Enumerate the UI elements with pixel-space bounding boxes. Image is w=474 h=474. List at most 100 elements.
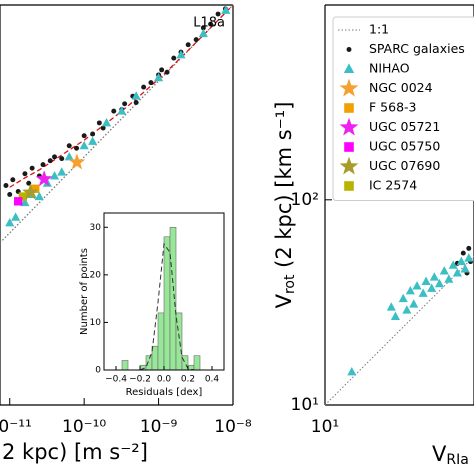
point bbox=[31, 184, 40, 193]
legend-marker bbox=[344, 103, 354, 113]
legend-label: NIHAO bbox=[369, 61, 410, 76]
point bbox=[22, 183, 39, 200]
point bbox=[154, 72, 164, 82]
point bbox=[49, 171, 60, 180]
point bbox=[5, 218, 15, 227]
x-axis-label: Residuals [dex] bbox=[126, 387, 203, 398]
point bbox=[412, 281, 422, 290]
point bbox=[200, 25, 206, 31]
point bbox=[3, 183, 9, 188]
bar bbox=[163, 236, 171, 371]
point bbox=[402, 305, 412, 314]
point bbox=[176, 50, 186, 59]
point bbox=[193, 37, 199, 43]
point bbox=[10, 177, 16, 183]
point bbox=[26, 180, 32, 186]
point bbox=[439, 266, 449, 275]
bar bbox=[193, 355, 201, 371]
point bbox=[171, 55, 177, 61]
x-tick-label: 10¹ bbox=[311, 417, 339, 437]
line bbox=[139, 242, 195, 371]
y-axis-label-rest: (2 kpc) [km s⁻¹] bbox=[272, 102, 296, 275]
point bbox=[22, 171, 28, 177]
point bbox=[79, 140, 89, 150]
point bbox=[131, 91, 141, 100]
point bbox=[90, 131, 96, 137]
legend-marker bbox=[344, 181, 354, 191]
point bbox=[456, 256, 466, 266]
y-tick-label: 0 bbox=[95, 366, 101, 376]
point bbox=[185, 42, 191, 48]
point bbox=[198, 28, 208, 38]
legend-label: 1:1 bbox=[369, 22, 389, 37]
point bbox=[164, 69, 170, 75]
x-tick-label: 0.0 bbox=[157, 375, 172, 385]
point bbox=[7, 191, 13, 197]
point bbox=[141, 84, 147, 90]
x-tick-label: −0.2 bbox=[129, 375, 151, 385]
point bbox=[421, 276, 431, 285]
point bbox=[88, 136, 98, 145]
legend-marker bbox=[339, 78, 359, 97]
point bbox=[429, 272, 439, 281]
bar bbox=[157, 312, 165, 371]
point bbox=[66, 143, 72, 149]
point bbox=[208, 21, 214, 27]
point bbox=[47, 158, 53, 164]
point bbox=[427, 283, 437, 292]
point bbox=[100, 125, 106, 131]
point bbox=[466, 245, 472, 251]
point bbox=[448, 260, 458, 269]
legend-marker bbox=[343, 63, 355, 73]
legend-label: IC 2574 bbox=[369, 178, 417, 193]
point bbox=[148, 80, 154, 86]
x-axis-label: 2 kpc) [m s⁻²] bbox=[2, 440, 148, 464]
bar bbox=[145, 355, 153, 371]
x-tick-label: 0.4 bbox=[205, 375, 220, 385]
point bbox=[11, 212, 21, 221]
point bbox=[398, 293, 408, 303]
bar bbox=[151, 345, 159, 371]
point bbox=[452, 268, 462, 277]
point bbox=[464, 253, 474, 262]
bar bbox=[169, 226, 177, 371]
point bbox=[20, 197, 30, 207]
line bbox=[9, 4, 234, 188]
point bbox=[68, 153, 86, 170]
legend-label: F 568-3 bbox=[369, 100, 417, 115]
legend-marker bbox=[339, 156, 359, 175]
y-tick-label: 30 bbox=[90, 223, 102, 233]
point bbox=[418, 288, 428, 297]
axes-frame bbox=[324, 4, 474, 406]
point bbox=[386, 302, 396, 311]
point bbox=[64, 151, 74, 161]
point bbox=[35, 170, 53, 187]
legend-label: NGC 0024 bbox=[369, 80, 433, 95]
legend-box bbox=[332, 16, 474, 201]
point bbox=[18, 192, 28, 201]
point bbox=[40, 162, 46, 168]
x-tick-label: 10⁻⁹ bbox=[140, 417, 178, 437]
y-axis-label: Vrot (2 kpc) [km s⁻¹] bbox=[272, 102, 298, 309]
point bbox=[390, 311, 400, 320]
legend-label: SPARC galaxies bbox=[369, 41, 465, 56]
x-tick-label: −0.4 bbox=[105, 375, 127, 385]
point bbox=[460, 264, 470, 273]
legend-marker bbox=[346, 47, 352, 52]
point bbox=[96, 120, 102, 126]
y-axis-label-sub: rot bbox=[282, 274, 298, 294]
point bbox=[34, 191, 44, 201]
bar bbox=[121, 360, 129, 371]
legend-label: UGC 05750 bbox=[369, 139, 440, 154]
point bbox=[409, 299, 419, 308]
point bbox=[102, 118, 112, 127]
point bbox=[59, 156, 65, 162]
x-tick-label: 10⁻¹⁰ bbox=[62, 417, 106, 437]
y-tick-label: 10 bbox=[90, 318, 102, 328]
point bbox=[52, 154, 58, 160]
x-tick-label: 10⁻¹¹ bbox=[0, 417, 32, 437]
point bbox=[405, 285, 415, 295]
point bbox=[74, 145, 80, 151]
y-axis-label: Number of points bbox=[79, 248, 90, 335]
